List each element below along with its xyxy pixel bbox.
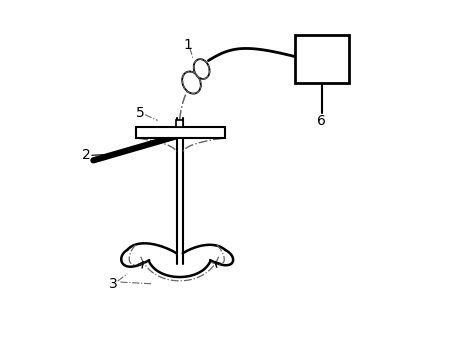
Bar [176, 120, 183, 127]
Text: 1: 1 [184, 38, 192, 53]
Ellipse shape [182, 72, 201, 94]
Text: 5: 5 [136, 106, 145, 120]
Bar [136, 127, 225, 138]
Bar [295, 35, 349, 83]
Ellipse shape [194, 59, 210, 79]
Text: 6: 6 [317, 115, 326, 129]
Text: 2: 2 [82, 148, 91, 162]
Text: 3: 3 [109, 277, 118, 291]
